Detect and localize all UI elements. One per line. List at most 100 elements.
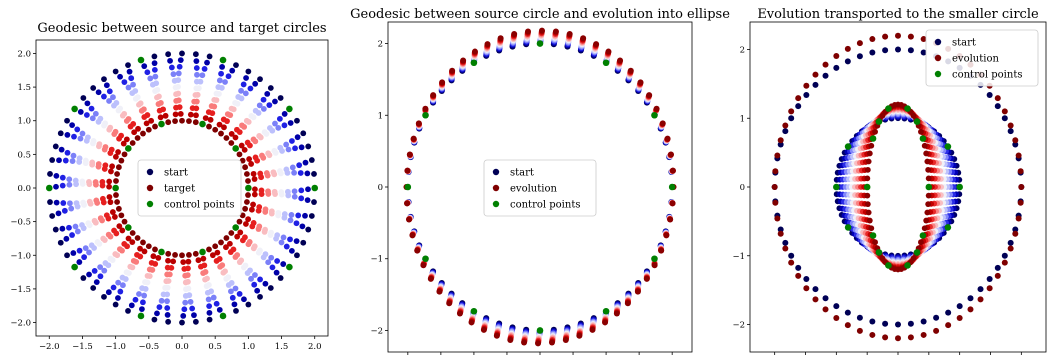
data-point	[277, 144, 284, 151]
data-point	[277, 275, 284, 281]
data-point	[80, 275, 87, 281]
data-point	[293, 238, 300, 244]
data-point	[111, 214, 118, 220]
data-point	[923, 217, 930, 224]
data-point	[300, 239, 307, 246]
data-point	[436, 288, 443, 295]
data-point	[73, 181, 79, 188]
data-point	[449, 67, 456, 74]
data-point	[243, 75, 249, 81]
data-point	[535, 340, 542, 347]
data-point	[812, 286, 819, 293]
data-point	[229, 67, 236, 74]
data-point	[895, 32, 901, 39]
y-tick-label: −2	[370, 326, 383, 336]
control-point	[404, 183, 412, 191]
data-point	[216, 121, 223, 128]
control-point	[422, 255, 429, 263]
data-point	[220, 116, 227, 123]
data-point	[879, 112, 886, 119]
data-point	[218, 130, 224, 137]
data-point	[868, 225, 875, 232]
data-point	[228, 140, 235, 146]
data-point	[212, 126, 219, 133]
data-point	[231, 301, 238, 308]
data-point	[111, 102, 117, 109]
control-point	[885, 105, 892, 112]
data-point	[123, 118, 130, 124]
data-point	[110, 284, 117, 291]
data-point	[149, 267, 156, 273]
data-point	[70, 250, 77, 256]
data-point	[918, 239, 924, 246]
data-point	[1007, 128, 1014, 135]
data-point	[617, 57, 624, 64]
data-point	[404, 200, 411, 207]
data-point	[261, 129, 268, 136]
data-point	[219, 262, 226, 269]
data-point	[288, 212, 295, 218]
data-point	[81, 202, 87, 208]
data-point	[291, 193, 298, 200]
data-point	[47, 171, 53, 177]
data-point	[67, 200, 73, 207]
data-point	[248, 113, 255, 119]
data-point	[64, 117, 70, 124]
data-point	[257, 276, 263, 283]
data-point	[967, 306, 974, 313]
data-point	[101, 122, 107, 129]
data-point	[89, 115, 96, 122]
data-point	[170, 258, 177, 265]
control-point	[536, 40, 544, 47]
data-point	[208, 288, 215, 295]
legend-label: control points	[164, 200, 234, 211]
data-point	[242, 234, 248, 241]
data-point	[925, 201, 932, 208]
data-point	[96, 240, 103, 247]
data-point	[281, 122, 288, 129]
data-point	[191, 312, 197, 319]
x-tick-label: −1.0	[105, 342, 126, 352]
data-point	[60, 200, 67, 206]
legend-marker	[492, 168, 500, 176]
data-point	[97, 273, 104, 280]
data-point	[272, 98, 278, 105]
data-point	[895, 321, 901, 328]
data-point	[924, 209, 931, 216]
data-point	[121, 151, 128, 158]
data-point	[866, 150, 873, 157]
data-point	[277, 168, 283, 174]
data-point	[167, 57, 173, 64]
y-tick-label: 0	[378, 183, 383, 193]
data-point	[143, 120, 150, 127]
data-point	[663, 232, 670, 239]
data-point	[156, 304, 163, 310]
data-point	[179, 252, 185, 259]
data-point	[172, 118, 178, 124]
data-point	[106, 98, 112, 104]
data-point	[1012, 141, 1019, 148]
chart-title: Geodesic between source and target circl…	[37, 21, 326, 36]
data-point	[83, 112, 90, 118]
data-point	[92, 110, 99, 117]
data-point	[137, 253, 144, 260]
data-point	[275, 209, 282, 216]
data-point	[977, 286, 984, 293]
control-point	[137, 312, 145, 320]
legend-label: start	[952, 38, 976, 49]
data-point	[986, 276, 993, 283]
data-point	[206, 316, 213, 323]
data-point	[420, 262, 427, 269]
x-tick-label: 0.0	[175, 342, 189, 352]
control-point	[422, 111, 429, 119]
chart-title: Evolution transported to the smaller cir…	[757, 7, 1039, 22]
data-point	[1007, 122, 1014, 129]
data-point	[920, 318, 927, 325]
y-tick-label: −1	[732, 252, 745, 262]
y-tick-label: −2	[732, 321, 745, 331]
data-point	[101, 93, 107, 100]
data-point	[168, 64, 175, 71]
data-point	[199, 72, 206, 79]
data-point	[538, 27, 545, 34]
